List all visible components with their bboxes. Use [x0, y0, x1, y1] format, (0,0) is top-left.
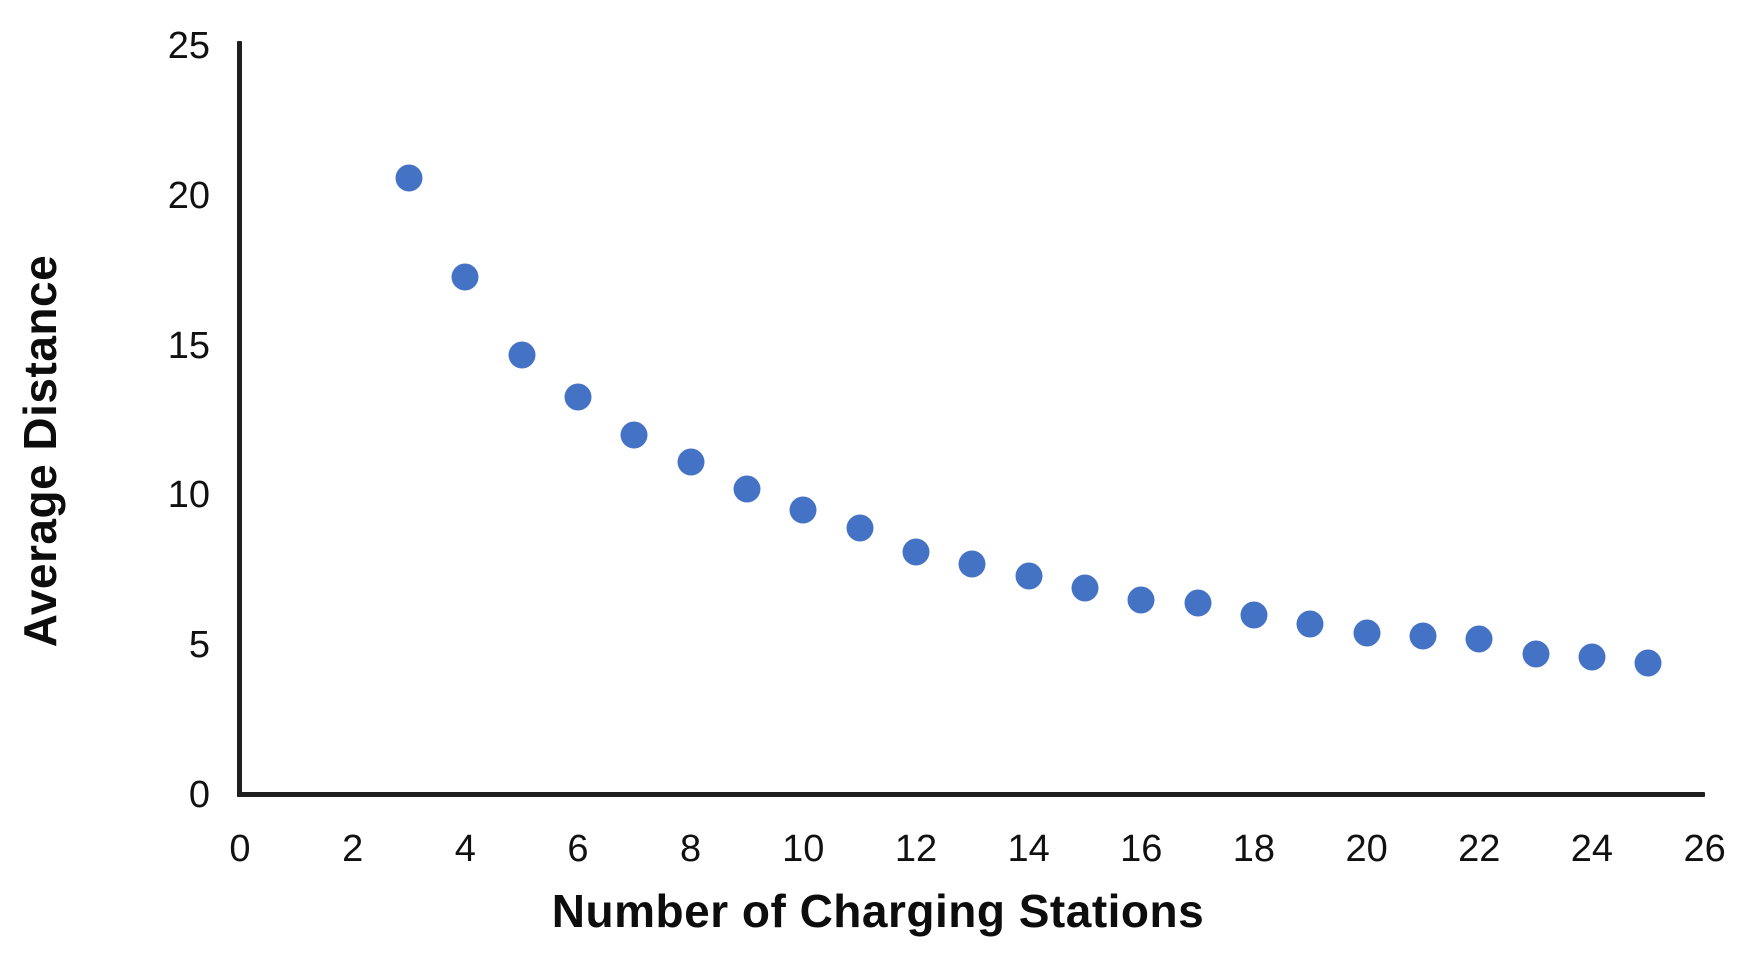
x-tick-label: 26: [1683, 828, 1726, 870]
data-point: [451, 263, 479, 291]
y-axis-line: [237, 41, 242, 797]
data-point: [1184, 589, 1212, 617]
data-point: [620, 421, 648, 449]
x-tick-label: 4: [454, 828, 476, 870]
x-tick-label: 6: [567, 828, 589, 870]
y-axis-title: Average Distance: [14, 254, 66, 648]
y-tick-label: 25: [167, 25, 210, 67]
x-tick-label: 16: [1120, 828, 1163, 870]
y-tick-label: 10: [167, 474, 210, 517]
x-tick-label: 10: [782, 828, 825, 870]
x-axis-title: Number of Charging Stations: [551, 885, 1205, 937]
x-axis-line: [237, 792, 1705, 797]
x-tick-label: 12: [894, 828, 938, 870]
data-point: [846, 514, 874, 542]
data-point: [564, 383, 592, 411]
data-point: [1409, 622, 1437, 650]
x-tick-label: 14: [1007, 828, 1050, 870]
data-point: [677, 448, 705, 476]
x-tick-label: 8: [680, 828, 702, 870]
x-tick-label: 22: [1458, 828, 1501, 870]
x-tick-label: 0: [229, 828, 251, 870]
y-tick-label: 5: [188, 624, 210, 667]
data-point: [1127, 586, 1155, 614]
y-tick-label: 20: [167, 174, 210, 217]
data-point: [958, 550, 986, 578]
data-point: [1240, 601, 1268, 629]
x-tick-label: 24: [1570, 828, 1614, 870]
data-point: [1296, 610, 1324, 638]
data-point: [395, 164, 423, 192]
x-tick-label: 20: [1345, 828, 1388, 870]
data-point: [1015, 562, 1043, 590]
data-point: [1465, 625, 1493, 653]
data-point: [1578, 643, 1606, 671]
x-tick-label: 18: [1232, 828, 1276, 870]
data-point: [789, 496, 817, 524]
data-point: [1522, 640, 1550, 668]
data-point: [733, 475, 761, 503]
y-tick-label: 15: [167, 324, 210, 367]
data-point: [508, 341, 536, 369]
x-tick-label: 2: [342, 828, 364, 870]
y-tick-label: 0: [188, 774, 210, 816]
data-point: [902, 538, 930, 566]
data-point: [1071, 574, 1099, 602]
data-point: [1634, 649, 1662, 677]
data-point: [1353, 619, 1381, 647]
